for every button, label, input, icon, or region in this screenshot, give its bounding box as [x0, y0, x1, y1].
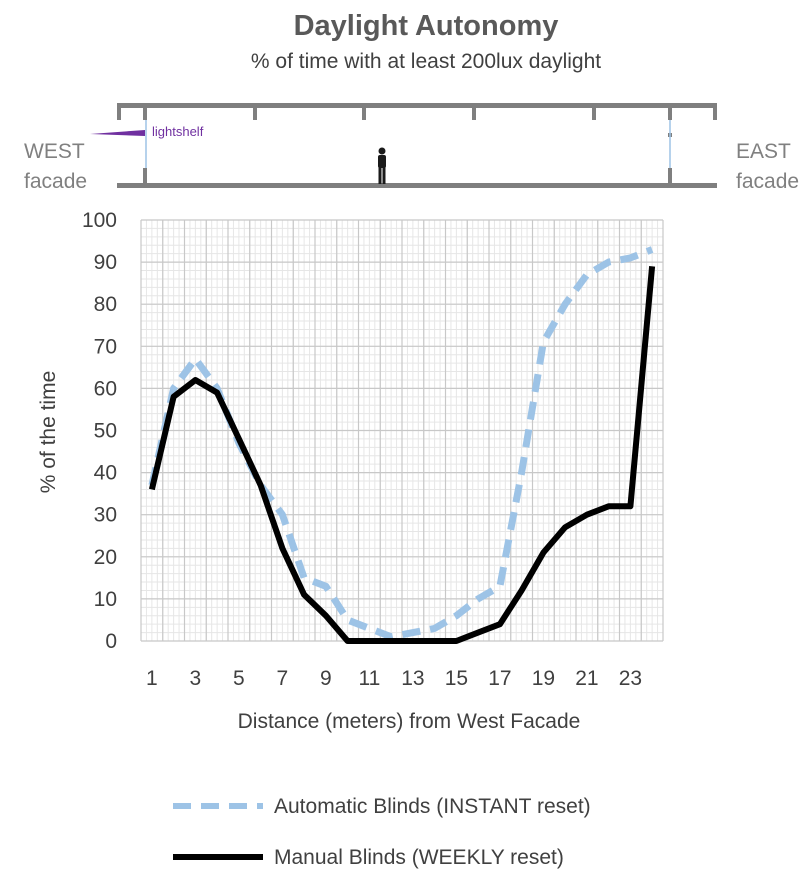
x-tick-label: 23	[619, 667, 642, 690]
x-tick-label: 13	[401, 667, 424, 690]
y-axis-label: % of the time	[37, 371, 60, 494]
east-facade-label: EAST facade	[736, 137, 799, 197]
lightshelf	[90, 130, 145, 136]
legend-label-manual: Manual Blinds (WEEKLY reset)	[274, 846, 564, 869]
series-line-manual-blinds	[148, 266, 656, 644]
y-tick-label: 80	[94, 293, 117, 316]
y-tick-label: 10	[94, 588, 117, 611]
legend: Automatic Blinds (INSTANT reset) Manual …	[173, 795, 591, 869]
y-tick-label: 60	[94, 377, 117, 400]
column-base	[143, 168, 147, 185]
east-label-line2: facade	[736, 170, 800, 193]
east-label-line1: EAST	[736, 140, 791, 163]
plot-series	[148, 246, 656, 644]
column-head	[362, 103, 366, 120]
x-tick-label: 9	[320, 667, 332, 690]
y-tick-label: 50	[94, 420, 117, 443]
chart-subtitle: % of time with at least 200lux daylight	[250, 50, 602, 73]
west-label-line2: facade	[24, 170, 88, 193]
y-tick-label: 70	[94, 335, 117, 358]
x-tick-label: 11	[358, 667, 380, 690]
column-base	[668, 168, 672, 185]
y-tick-label: 40	[94, 462, 117, 485]
building-section	[90, 103, 717, 188]
person-icon	[378, 147, 386, 184]
beam-east	[713, 103, 717, 120]
column-head	[472, 103, 476, 120]
beam-west	[117, 103, 121, 120]
series-line-automatic-blinds	[148, 246, 654, 641]
west-label-line1: WEST	[24, 140, 85, 163]
column-head	[668, 103, 672, 120]
y-tick-label: 30	[94, 504, 117, 527]
chart-title: Daylight Autonomy	[293, 10, 559, 42]
plot-grid	[140, 219, 664, 642]
y-tick-label: 90	[94, 251, 117, 274]
x-tick-label: 17	[488, 667, 511, 690]
column-head	[143, 103, 147, 120]
x-tick-label: 21	[575, 667, 598, 690]
west-facade-label: WEST facade	[24, 137, 87, 197]
legend-label-automatic: Automatic Blinds (INSTANT reset)	[274, 795, 591, 818]
column-head	[592, 103, 596, 120]
x-tick-label: 7	[277, 667, 289, 690]
y-tick-label: 100	[82, 209, 117, 232]
x-axis-label: Distance (meters) from West Facade	[238, 710, 581, 733]
y-tick-label: 20	[94, 546, 117, 569]
x-tick-label: 5	[233, 667, 245, 690]
x-tick-label: 15	[445, 667, 468, 690]
lightshelf-label: lightshelf	[152, 124, 204, 139]
floor-slab	[117, 183, 717, 188]
ceiling-slab	[117, 103, 717, 108]
column-head	[253, 103, 257, 120]
x-tick-label: 1	[146, 667, 158, 690]
x-tick-label: 3	[190, 667, 202, 690]
x-tick-label: 19	[532, 667, 555, 690]
y-tick-label: 0	[105, 630, 117, 653]
